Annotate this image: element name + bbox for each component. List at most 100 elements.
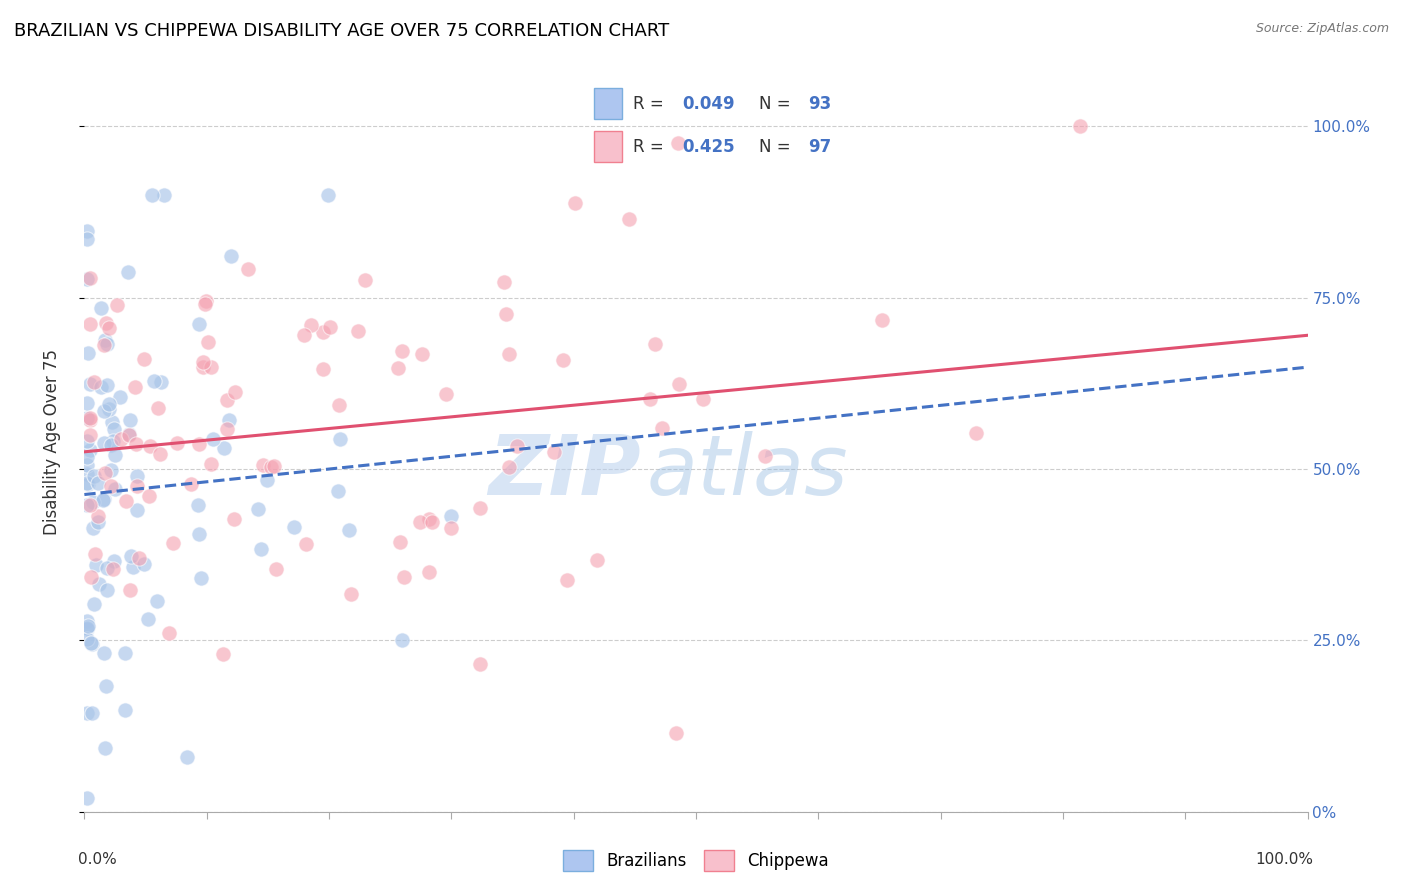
Point xyxy=(553,352,575,367)
Point xyxy=(149,447,172,461)
Point xyxy=(83,469,105,483)
Text: 97: 97 xyxy=(808,137,831,155)
Point xyxy=(100,463,122,477)
Point xyxy=(79,427,101,442)
Point xyxy=(201,432,224,446)
Text: R =: R = xyxy=(633,95,669,112)
Point xyxy=(96,337,118,351)
Point xyxy=(1069,119,1091,133)
Point xyxy=(212,441,235,455)
Point xyxy=(100,479,122,493)
Text: R =: R = xyxy=(633,137,669,155)
Point xyxy=(117,265,139,279)
Point xyxy=(197,335,219,350)
Point xyxy=(125,437,148,451)
Point xyxy=(263,458,285,473)
Point xyxy=(87,509,110,524)
Point xyxy=(103,562,125,576)
Point xyxy=(93,404,115,418)
Point xyxy=(337,523,360,537)
Point xyxy=(190,571,212,585)
Point xyxy=(101,434,124,449)
Bar xyxy=(595,131,621,162)
Point xyxy=(495,307,517,321)
Point xyxy=(651,421,673,435)
Point xyxy=(387,360,409,375)
Point xyxy=(97,401,120,416)
Point xyxy=(506,439,529,453)
Point xyxy=(84,558,107,573)
Point xyxy=(388,534,411,549)
Point xyxy=(644,337,666,351)
Point xyxy=(134,558,156,572)
Point xyxy=(392,570,415,584)
Y-axis label: Disability Age Over 75: Disability Age Over 75 xyxy=(42,349,60,534)
Point xyxy=(76,622,98,636)
Point xyxy=(76,706,98,720)
Point xyxy=(100,438,122,452)
Point xyxy=(125,479,148,493)
Point xyxy=(292,327,315,342)
Point xyxy=(353,273,375,287)
Point xyxy=(166,435,188,450)
Point xyxy=(79,270,101,285)
Point xyxy=(391,343,413,358)
Point xyxy=(76,498,98,512)
Point xyxy=(76,632,98,646)
Point xyxy=(194,297,217,311)
Point xyxy=(141,187,163,202)
Point xyxy=(555,573,578,587)
Point xyxy=(224,385,246,400)
Point xyxy=(96,316,118,330)
Point xyxy=(93,337,115,351)
Text: atlas: atlas xyxy=(647,431,849,512)
Point xyxy=(110,432,132,446)
Point xyxy=(128,550,150,565)
Point xyxy=(617,211,640,226)
Point xyxy=(411,347,433,361)
Point xyxy=(96,582,118,597)
Point xyxy=(83,375,105,389)
Text: 0.049: 0.049 xyxy=(682,95,735,112)
Point xyxy=(176,750,198,764)
Point xyxy=(87,515,110,529)
Point xyxy=(434,387,457,401)
Point xyxy=(347,325,370,339)
Point xyxy=(79,442,101,457)
Point xyxy=(191,359,214,374)
Point xyxy=(470,500,492,515)
Point xyxy=(222,512,245,526)
Point xyxy=(754,450,776,464)
Text: BRAZILIAN VS CHIPPEWA DISABILITY AGE OVER 75 CORRELATION CHART: BRAZILIAN VS CHIPPEWA DISABILITY AGE OVE… xyxy=(14,22,669,40)
Point xyxy=(83,547,105,561)
Point xyxy=(162,535,184,549)
Point xyxy=(127,503,149,517)
Point xyxy=(83,598,105,612)
Point xyxy=(104,448,127,462)
Point xyxy=(127,469,149,483)
Point xyxy=(340,587,363,601)
Point xyxy=(76,467,98,482)
Text: 93: 93 xyxy=(808,95,831,112)
Point xyxy=(586,553,609,567)
Point xyxy=(97,320,120,334)
Point xyxy=(200,457,222,471)
Point xyxy=(93,334,115,348)
Point xyxy=(236,262,259,277)
Point xyxy=(79,410,101,425)
Text: N =: N = xyxy=(759,95,796,112)
Point xyxy=(103,554,125,568)
Point xyxy=(76,791,98,805)
Point xyxy=(114,646,136,660)
Point xyxy=(498,347,520,361)
Point xyxy=(138,489,160,503)
Point xyxy=(96,560,118,574)
Point xyxy=(80,636,103,650)
Point xyxy=(91,492,114,507)
Point xyxy=(108,390,131,404)
Point xyxy=(215,393,238,408)
Point xyxy=(118,413,141,427)
Point xyxy=(328,398,350,412)
Point xyxy=(212,647,235,661)
Point xyxy=(124,380,146,394)
